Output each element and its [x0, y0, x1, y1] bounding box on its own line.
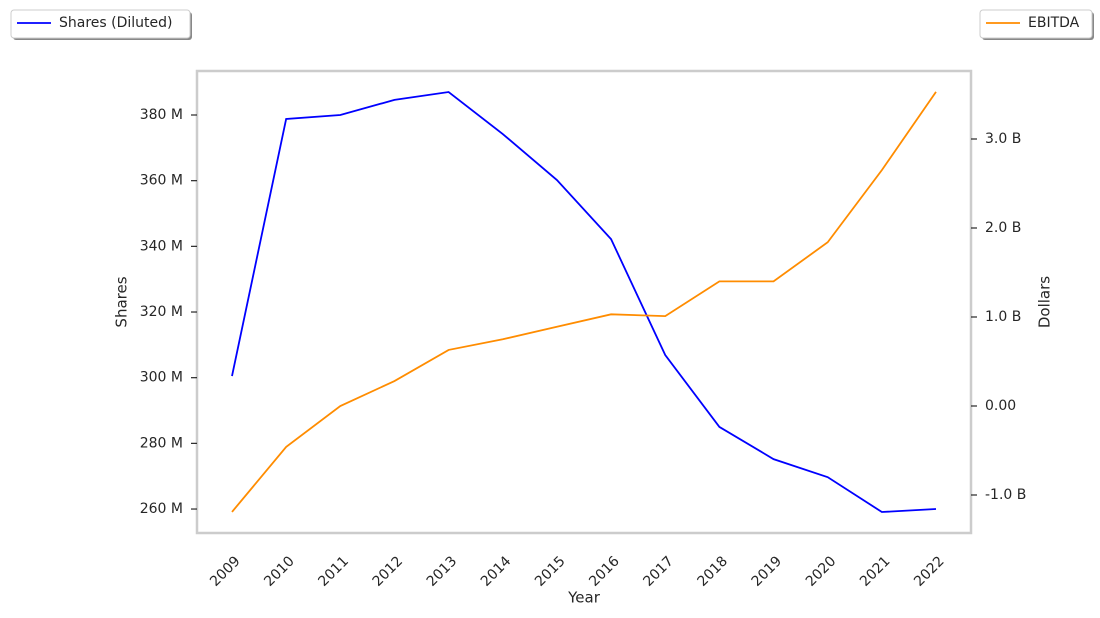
- x-tick-label: 2022: [911, 553, 948, 590]
- y-tick-label: 300 M: [140, 370, 183, 386]
- y2-axis-label: Dollars: [1036, 276, 1054, 328]
- x-tick-label: 2017: [640, 553, 677, 590]
- y-tick-label: 320 M: [140, 304, 183, 320]
- series-line: [231, 91, 937, 513]
- legend-label: EBITDA: [1028, 15, 1080, 31]
- x-tick-label: 2011: [315, 553, 352, 590]
- legend-box: [979, 9, 1093, 39]
- y2-tick-label: 2.0 B: [985, 220, 1021, 236]
- y-tick-label: 360 M: [140, 173, 183, 189]
- x-tick-label: 2020: [803, 553, 840, 590]
- y2-tick-label: 0.00: [985, 398, 1016, 414]
- x-tick-label: 2018: [695, 553, 732, 590]
- plot-frame: [195, 69, 973, 535]
- y2-tick-label: 3.0 B: [985, 131, 1021, 147]
- y2-tick-label: 1.0 B: [985, 309, 1021, 325]
- y2-tick-label: -1.0 B: [985, 487, 1026, 503]
- y-tick-label: 380 M: [140, 107, 183, 123]
- x-axis-label: Year: [567, 589, 601, 607]
- series-line: [231, 91, 937, 513]
- x-tick-label: 2021: [857, 553, 894, 590]
- y-tick-label: 280 M: [140, 435, 183, 451]
- x-tick-label: 2019: [749, 553, 786, 590]
- x-tick-label: 2009: [207, 553, 244, 590]
- x-tick-label: 2015: [532, 553, 569, 590]
- legend-box: [10, 9, 191, 39]
- y-tick-label: 260 M: [140, 501, 183, 517]
- x-tick-label: 2016: [586, 553, 623, 590]
- legend-label: Shares (Diluted): [59, 15, 173, 31]
- x-tick-label: 2010: [261, 553, 298, 590]
- y-axis-label: Shares: [113, 276, 131, 327]
- x-tick-label: 2014: [478, 553, 515, 590]
- x-tick-label: 2013: [424, 553, 461, 590]
- y-tick-label: 340 M: [140, 238, 183, 254]
- x-tick-label: 2012: [370, 553, 407, 590]
